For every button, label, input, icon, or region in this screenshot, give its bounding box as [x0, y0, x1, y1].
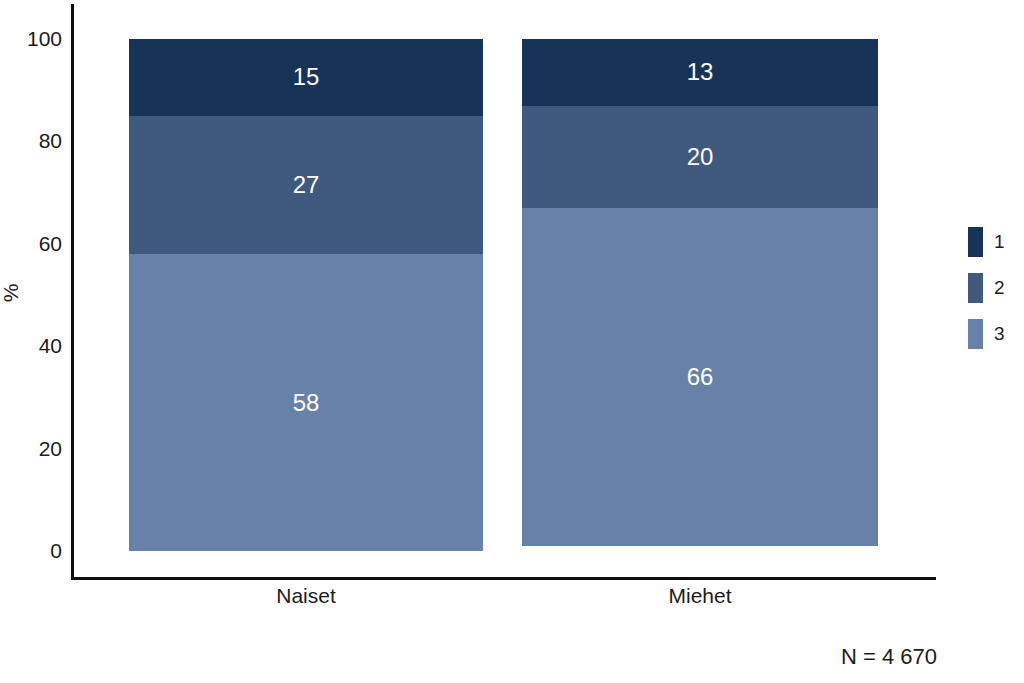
y-tick-label: 0: [10, 539, 62, 563]
legend-swatch-3: [968, 319, 983, 349]
x-axis-line: [71, 577, 936, 580]
y-tick-label: 60: [10, 232, 62, 256]
bar-value-label: 27: [293, 171, 320, 199]
y-axis-line: [71, 4, 74, 580]
y-tick-label: 20: [10, 437, 62, 461]
y-axis-label: %: [0, 268, 23, 318]
bar-segment-miehet-series-3: 66: [522, 208, 878, 546]
bar-value-label: 66: [687, 363, 714, 391]
bar-segment-miehet-series-1: 13: [522, 39, 878, 106]
y-tick-label: 80: [10, 129, 62, 153]
bar-segment-miehet-series-2: 20: [522, 106, 878, 208]
sample-size-note: N = 4 670: [841, 644, 937, 670]
bar-value-label: 20: [687, 143, 714, 171]
bar-segment-naiset-series-2: 27: [129, 116, 483, 254]
legend-label-3: 3: [994, 323, 1005, 345]
bar-segment-naiset-series-3: 58: [129, 254, 483, 551]
stacked-bar-chart: % 020406080100 152758132066 NaisetMiehet…: [0, 0, 1024, 683]
y-tick-label: 40: [10, 334, 62, 358]
bar-segment-naiset-series-1: 15: [129, 39, 483, 116]
bar-value-label: 58: [293, 389, 320, 417]
legend-swatch-2: [968, 273, 983, 303]
legend-label-1: 1: [994, 231, 1005, 253]
y-tick-label: 100: [10, 27, 62, 51]
x-category-label-naiset: Naiset: [206, 584, 406, 608]
legend-swatch-1: [968, 227, 983, 257]
x-category-label-miehet: Miehet: [600, 584, 800, 608]
bar-value-label: 15: [293, 63, 320, 91]
bar-value-label: 13: [687, 58, 714, 86]
legend-label-2: 2: [994, 277, 1005, 299]
